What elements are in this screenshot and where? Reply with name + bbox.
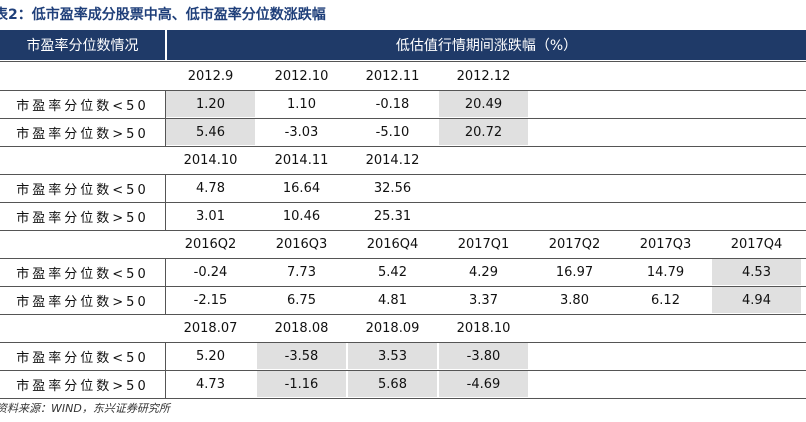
header-band — [0, 30, 806, 60]
row-label: 市盈率分位数>50 — [16, 294, 149, 310]
title: 表2：低市盈率成分股票中高、低市盈率分位数涨跌幅 — [0, 7, 326, 23]
value-cell: 16.97 — [555, 264, 594, 280]
period-header: 2014.11 — [274, 152, 329, 168]
value-cell: 6.75 — [287, 292, 316, 308]
col-divider — [165, 370, 166, 398]
row-line — [0, 398, 806, 399]
value-cell: 5.46 — [166, 119, 255, 145]
value-cell: 20.49 — [439, 91, 528, 117]
value-cell: -3.58 — [257, 343, 346, 369]
period-header: 2018.09 — [365, 320, 420, 336]
header-right: 低估值行情期间涨跌幅（%） — [395, 38, 578, 54]
value-cell: 1.10 — [287, 96, 316, 112]
col-divider — [165, 202, 166, 230]
value-cell: 4.29 — [469, 264, 498, 280]
value-cell: 20.72 — [439, 119, 528, 145]
row-label: 市盈率分位数>50 — [16, 126, 149, 142]
value-cell: 4.81 — [378, 292, 407, 308]
row-line — [0, 174, 806, 175]
row-label: 市盈率分位数>50 — [16, 210, 149, 226]
period-header: 2017Q4 — [730, 236, 783, 252]
col-divider — [165, 118, 166, 146]
value-cell: 5.68 — [348, 371, 437, 397]
period-header: 2012.12 — [456, 68, 511, 84]
period-header: 2017Q1 — [457, 236, 510, 252]
row-label: 市盈率分位数<50 — [16, 350, 149, 366]
row-line — [0, 61, 806, 62]
value-cell: 4.53 — [712, 259, 801, 285]
value-cell: 10.46 — [282, 208, 321, 224]
period-header: 2012.11 — [365, 68, 420, 84]
value-cell: 16.64 — [282, 180, 321, 196]
row-line — [0, 202, 806, 203]
col-divider — [165, 258, 166, 286]
row-line — [0, 258, 806, 259]
row-label: 市盈率分位数<50 — [16, 182, 149, 198]
period-header: 2016Q2 — [184, 236, 237, 252]
period-header: 2016Q4 — [366, 236, 419, 252]
value-cell: 6.12 — [651, 292, 680, 308]
period-header: 2018.10 — [456, 320, 511, 336]
col-divider — [165, 286, 166, 314]
col-divider — [165, 342, 166, 370]
value-cell: 1.20 — [166, 91, 255, 117]
value-cell: 7.73 — [287, 264, 316, 280]
col-divider — [165, 90, 166, 118]
value-cell: -5.10 — [375, 124, 410, 140]
period-header: 2017Q3 — [639, 236, 692, 252]
value-cell: -0.18 — [375, 96, 410, 112]
row-line — [0, 342, 806, 343]
period-header: 2012.10 — [274, 68, 329, 84]
value-cell: 5.42 — [378, 264, 407, 280]
value-cell: 3.80 — [560, 292, 589, 308]
value-cell: -4.69 — [439, 371, 528, 397]
value-cell: -3.80 — [439, 343, 528, 369]
value-cell: -3.03 — [284, 124, 319, 140]
row-label: 市盈率分位数<50 — [16, 266, 149, 282]
value-cell: 3.53 — [348, 343, 437, 369]
value-cell: 14.79 — [646, 264, 685, 280]
period-header: 2018.07 — [183, 320, 238, 336]
value-cell: 5.20 — [196, 348, 225, 364]
period-header: 2012.9 — [187, 68, 234, 84]
value-cell: 4.78 — [196, 180, 225, 196]
value-cell: -2.15 — [193, 292, 228, 308]
header-left: 市盈率分位数情况 — [26, 38, 139, 54]
row-line — [0, 146, 806, 147]
header-divider — [165, 30, 167, 60]
value-cell: -0.24 — [193, 264, 228, 280]
row-line — [0, 314, 806, 315]
value-cell: 4.94 — [712, 287, 801, 313]
period-header: 2014.12 — [365, 152, 420, 168]
value-cell: 25.31 — [373, 208, 412, 224]
value-cell: -1.16 — [257, 371, 346, 397]
row-line — [0, 286, 806, 287]
source-note: 资料来源：WIND，东兴证券研究所 — [0, 402, 170, 415]
value-cell: 32.56 — [373, 180, 412, 196]
row-line — [0, 230, 806, 231]
col-divider — [165, 174, 166, 202]
value-cell: 3.37 — [469, 292, 498, 308]
row-label: 市盈率分位数>50 — [16, 378, 149, 394]
period-header: 2018.08 — [274, 320, 329, 336]
row-line — [0, 370, 806, 371]
value-cell: 4.73 — [196, 376, 225, 392]
period-header: 2017Q2 — [548, 236, 601, 252]
period-header: 2014.10 — [183, 152, 238, 168]
row-line — [0, 90, 806, 91]
row-line — [0, 118, 806, 119]
value-cell: 3.01 — [196, 208, 225, 224]
period-header: 2016Q3 — [275, 236, 328, 252]
row-label: 市盈率分位数<50 — [16, 98, 149, 114]
